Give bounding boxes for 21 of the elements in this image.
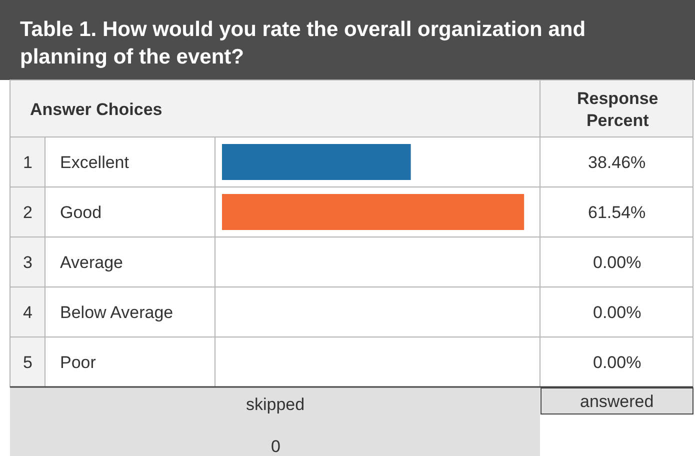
y-tick-label: Average xyxy=(60,253,124,272)
text: 3 xyxy=(23,253,32,272)
y-tick-label: Below Average xyxy=(60,303,174,322)
data-label: 38.46% xyxy=(588,153,646,172)
text: skipped xyxy=(246,395,305,414)
text: answered xyxy=(580,392,654,411)
data-label: 0.00% xyxy=(593,303,642,322)
data-label: 0.00% xyxy=(593,353,642,372)
y-tick-label: Good xyxy=(60,203,102,222)
data-label: 61.54% xyxy=(588,203,646,222)
text: Answer Choices xyxy=(30,100,162,119)
text: 4 xyxy=(23,303,32,322)
text: 2 xyxy=(23,203,32,222)
text: Response Percent xyxy=(577,89,658,130)
y-tick-label: Excellent xyxy=(60,153,130,172)
text: 5 xyxy=(23,353,32,372)
chart-title: Table 1. How would you rate the overall organization and planning of the event? xyxy=(20,18,586,68)
y-tick-label: Poor xyxy=(60,353,96,372)
text: 1 xyxy=(23,153,32,172)
data-label: 0.00% xyxy=(593,253,642,272)
text: 0 xyxy=(271,437,280,456)
